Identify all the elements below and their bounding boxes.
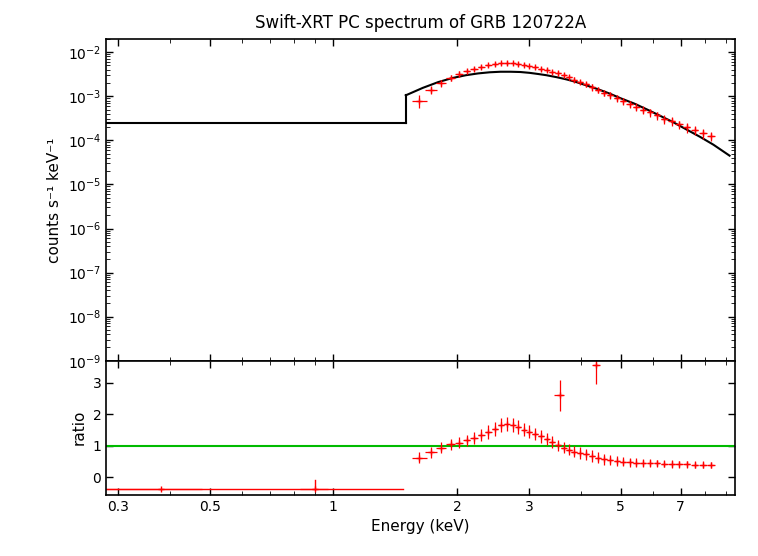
X-axis label: Energy (keV): Energy (keV) bbox=[371, 519, 470, 534]
Y-axis label: ratio: ratio bbox=[72, 410, 87, 445]
Y-axis label: counts s⁻¹ keV⁻¹: counts s⁻¹ keV⁻¹ bbox=[47, 137, 62, 262]
Text: Swift-XRT PC spectrum of GRB 120722A: Swift-XRT PC spectrum of GRB 120722A bbox=[255, 14, 587, 32]
